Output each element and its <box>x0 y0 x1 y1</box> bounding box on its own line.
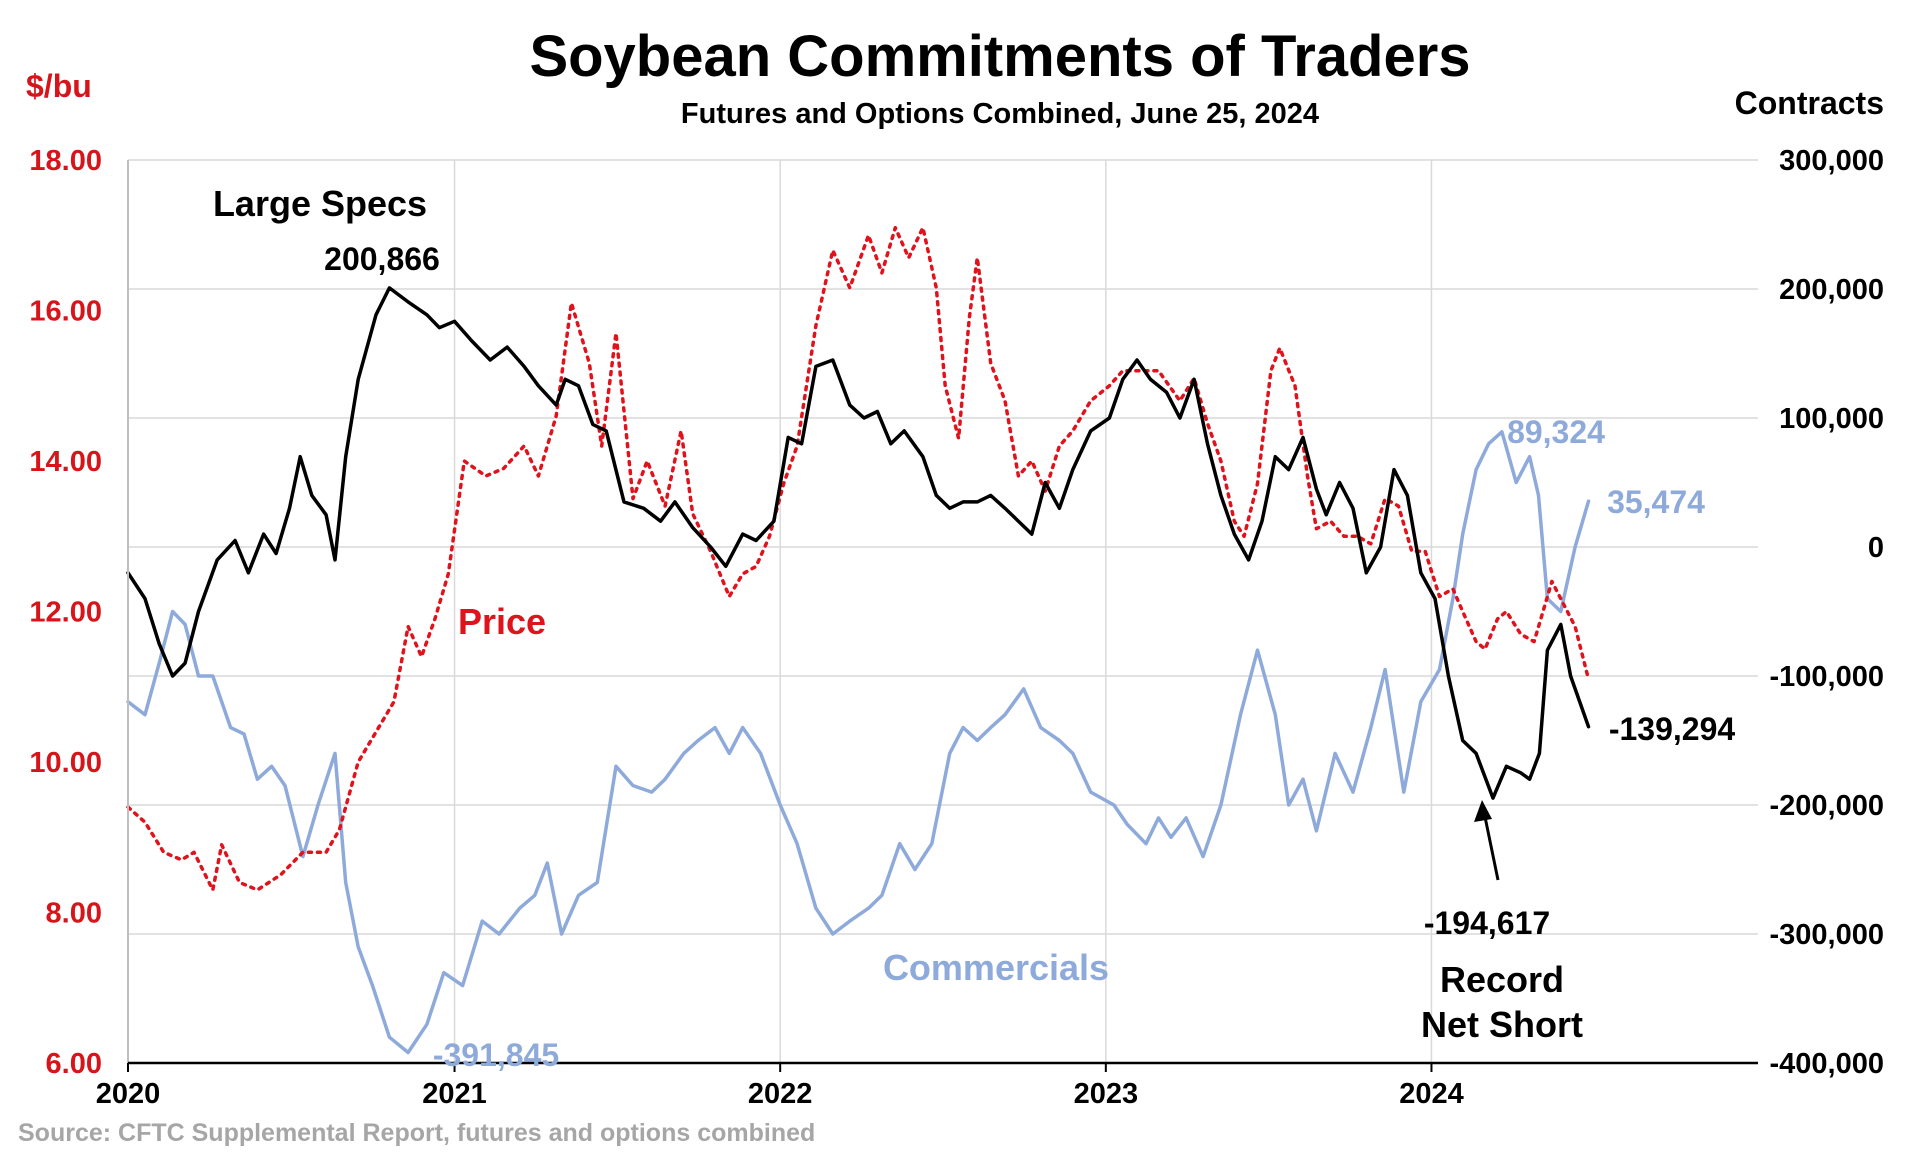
commercials-label: Commercials <box>883 947 1109 988</box>
large-specs-label: Large Specs <box>213 183 427 224</box>
record-arrow-head <box>1474 800 1492 822</box>
right-tick-label: 200,000 <box>1779 274 1884 306</box>
left-tick-label: 16.00 <box>29 296 102 328</box>
right-axis-unit: Contracts <box>1735 85 1884 121</box>
left-tick-label: 6.00 <box>46 1048 102 1080</box>
x-tick-label: 2021 <box>422 1078 487 1110</box>
large-specs-last-label: -139,294 <box>1609 711 1736 747</box>
left-axis-unit: $/bu <box>26 68 92 104</box>
x-tick-label: 2022 <box>748 1078 813 1110</box>
axis-layer: -400,000 -300,000 -200,000 -100,000 0 100,000… <box>29 145 1884 1110</box>
left-tick-label: 10.00 <box>29 747 102 779</box>
record-label-line2: Net Short <box>1421 1004 1583 1045</box>
left-tick-label: 14.00 <box>29 446 102 478</box>
price-label: Price <box>458 601 546 642</box>
right-tick-label: -200,000 <box>1770 790 1885 822</box>
record-label-line1: Record <box>1440 959 1564 1000</box>
source-note: Source: CFTC Supplemental Report, future… <box>18 1119 815 1147</box>
right-tick-label: 100,000 <box>1779 403 1884 435</box>
chart-subtitle: Futures and Options Combined, June 25, 2… <box>681 98 1319 130</box>
series-line-large-specs <box>126 286 1591 800</box>
record-arrow-line <box>1482 811 1500 881</box>
commercials-last-label: 35,474 <box>1607 484 1705 520</box>
right-tick-label: -100,000 <box>1770 661 1885 693</box>
commercials-peak-label: 89,324 <box>1507 414 1605 450</box>
series-line-commercials <box>126 430 1591 1055</box>
series-layer <box>126 225 1591 1055</box>
record-value-label: -194,617 <box>1424 905 1550 941</box>
right-tick-label: -400,000 <box>1770 1048 1885 1080</box>
x-tick-label: 2023 <box>1074 1078 1139 1110</box>
left-tick-label: 18.00 <box>29 145 102 177</box>
chart-title: Soybean Commitments of Traders <box>529 24 1470 89</box>
right-tick-label: 300,000 <box>1779 145 1884 177</box>
right-tick-label: 0 <box>1868 532 1884 564</box>
large-specs-peak-label: 200,866 <box>324 241 440 277</box>
x-tick-label: 2020 <box>96 1078 161 1110</box>
right-tick-label: -300,000 <box>1770 919 1885 951</box>
left-tick-label: 8.00 <box>46 898 102 930</box>
x-tick-label: 2024 <box>1399 1078 1464 1110</box>
left-tick-label: 12.00 <box>29 597 102 629</box>
commercials-low-label: -391,845 <box>433 1037 559 1073</box>
